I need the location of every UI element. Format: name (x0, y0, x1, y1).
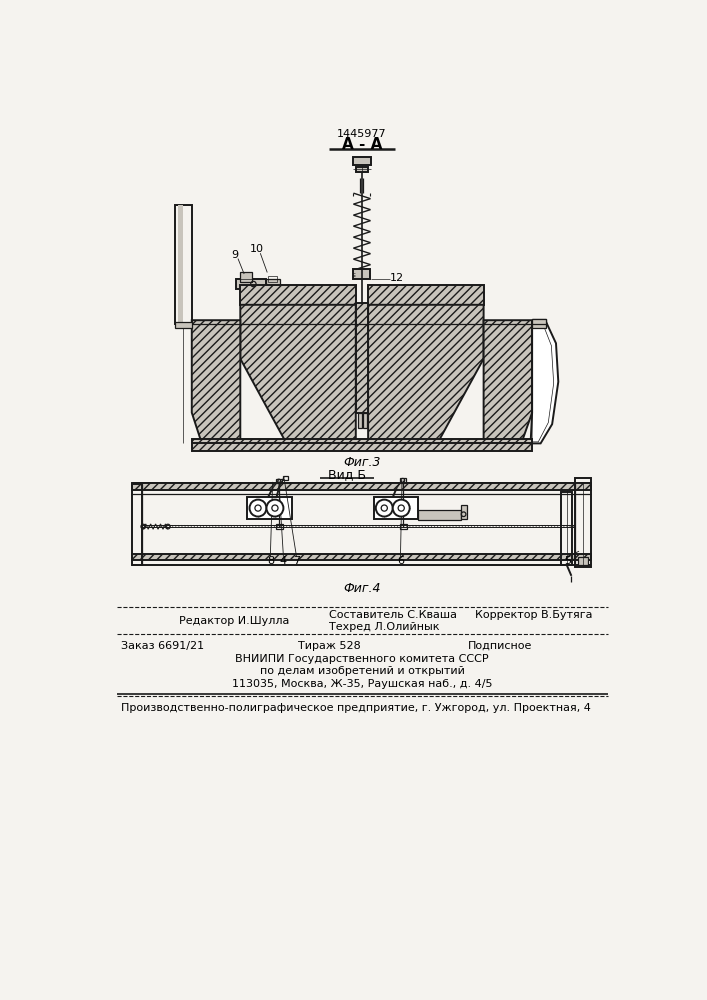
Bar (132, 484, 141, 565)
Polygon shape (368, 305, 484, 443)
Bar (373, 497, 418, 519)
Bar (363, 413, 368, 428)
Bar (532, 319, 546, 328)
Text: Производственно-полиграфическое предприятие, г. Ужгород, ул. Проектная, 4: Производственно-полиграфическое предприя… (121, 703, 591, 713)
Text: Заказ 6691/21: Заказ 6691/21 (121, 641, 204, 651)
Bar (418, 510, 460, 520)
Bar (240, 279, 252, 282)
Text: Корректор В.Бутяга: Корректор В.Бутяга (475, 610, 592, 620)
Circle shape (267, 500, 284, 517)
Text: 12: 12 (390, 273, 404, 283)
Text: 6: 6 (397, 556, 404, 566)
Text: 1445977: 1445977 (337, 129, 387, 139)
Bar (356, 303, 368, 413)
Text: 10: 10 (250, 244, 264, 254)
Bar (368, 285, 484, 305)
Bar (132, 554, 590, 560)
Text: 113035, Москва, Ж-35, Раушская наб., д. 4/5: 113035, Москва, Ж-35, Раушская наб., д. … (232, 679, 492, 689)
Circle shape (376, 500, 393, 517)
Text: Вид Б: Вид Б (327, 468, 366, 481)
Bar (400, 524, 407, 529)
Polygon shape (530, 322, 559, 443)
Bar (276, 479, 282, 483)
Bar (561, 492, 572, 565)
Bar (247, 497, 292, 519)
Bar (575, 478, 590, 567)
Bar (353, 157, 371, 165)
Text: 5: 5 (564, 556, 571, 566)
Text: 8: 8 (267, 556, 274, 566)
Text: А - А: А - А (341, 137, 382, 152)
Polygon shape (240, 305, 356, 443)
Bar (356, 167, 368, 172)
Text: 7: 7 (293, 556, 300, 566)
Polygon shape (484, 320, 532, 443)
Text: 9: 9 (231, 250, 238, 260)
Bar (132, 483, 590, 490)
Bar (578, 557, 588, 565)
Bar (240, 272, 252, 282)
Bar (266, 279, 279, 289)
Text: Фиг.4: Фиг.4 (343, 582, 380, 595)
Circle shape (393, 500, 409, 517)
Bar (240, 285, 356, 305)
Text: по делам изобретений и открытий: по делам изобретений и открытий (259, 666, 464, 676)
Bar (268, 276, 277, 282)
Bar (276, 524, 283, 529)
Bar (358, 413, 362, 428)
Text: Техред Л.Олийнык: Техред Л.Олийнык (329, 622, 439, 632)
Text: 4: 4 (280, 556, 287, 566)
Text: Тираж 528: Тираж 528 (298, 641, 361, 651)
Bar (283, 476, 288, 480)
Text: Составитель С.Кваша: Составитель С.Кваша (329, 610, 457, 620)
Bar (175, 322, 192, 328)
Text: Подписное: Подписное (467, 641, 532, 651)
Bar (192, 439, 532, 451)
Text: ВНИИПИ Государственного комитета СССР: ВНИИПИ Государственного комитета СССР (235, 654, 489, 664)
Text: Фиг.3: Фиг.3 (343, 456, 380, 469)
Bar (178, 205, 182, 324)
Bar (175, 205, 192, 324)
Bar (532, 319, 546, 324)
Bar (354, 269, 370, 279)
Bar (399, 478, 406, 483)
Bar (236, 279, 266, 289)
Bar (460, 505, 467, 519)
Circle shape (250, 500, 267, 517)
Polygon shape (192, 320, 240, 443)
Text: Редактор И.Шулла: Редактор И.Шулла (179, 615, 289, 626)
